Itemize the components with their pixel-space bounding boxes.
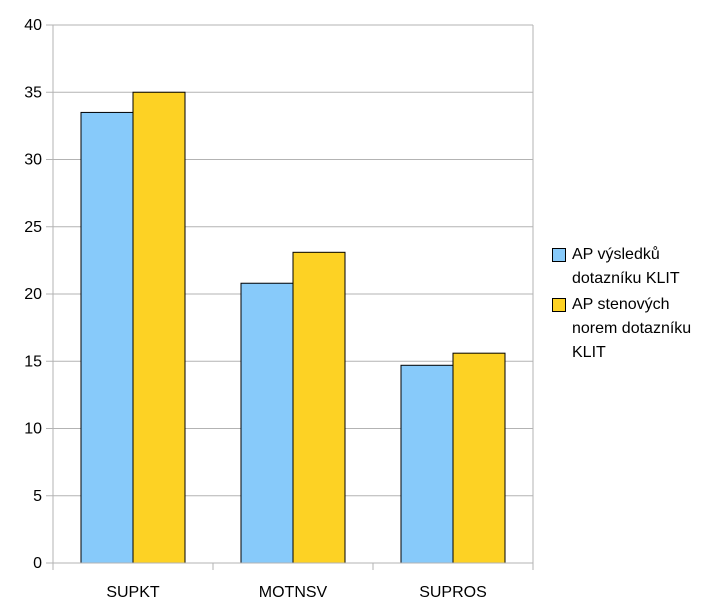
legend-label-series-2: AP stenových norem dotazníku KLIT: [572, 296, 692, 361]
bar-supkt-series-2: [132, 91, 186, 564]
legend-swatch-series-2: [552, 298, 566, 312]
y-tick-label: 40: [24, 17, 42, 34]
y-tick-label: 20: [24, 286, 42, 303]
y-tick-labels: 0 5 10 15 20 25 30 35 40: [24, 17, 42, 572]
legend-label-series-1: AP výsledků dotazníku KLIT: [572, 246, 680, 287]
x-tick-label: SUPKT: [106, 584, 160, 601]
y-tick-label: 0: [33, 555, 42, 572]
y-tick-label: 30: [24, 152, 42, 169]
y-tick-label: 35: [24, 84, 42, 101]
x-tick-label: MOTNSV: [259, 584, 328, 601]
bar-supros-series-1: [400, 364, 454, 564]
legend-swatch-series-1: [552, 248, 566, 262]
bar-supkt-series-1: [80, 111, 134, 564]
legend-item-series-1: AP výsledků dotazníku KLIT: [552, 243, 712, 291]
y-tick-label: 10: [24, 421, 42, 438]
bar-motnsv-series-1: [240, 282, 294, 564]
y-tick-label: 15: [24, 353, 42, 370]
axis-layer: [46, 24, 534, 570]
bars-layer: [80, 91, 506, 564]
bar-supros-series-2: [452, 352, 506, 564]
x-tick-labels: SUPKT MOTNSV SUPROS: [106, 584, 486, 601]
legend-item-series-2: AP stenových norem dotazníku KLIT: [552, 293, 712, 365]
bar-motnsv-series-2: [292, 251, 346, 564]
y-tick-label: 5: [33, 488, 42, 505]
y-tick-label: 25: [24, 219, 42, 236]
x-tick-label: SUPROS: [419, 584, 487, 601]
legend: AP výsledků dotazníku KLIT AP stenových …: [552, 243, 712, 367]
